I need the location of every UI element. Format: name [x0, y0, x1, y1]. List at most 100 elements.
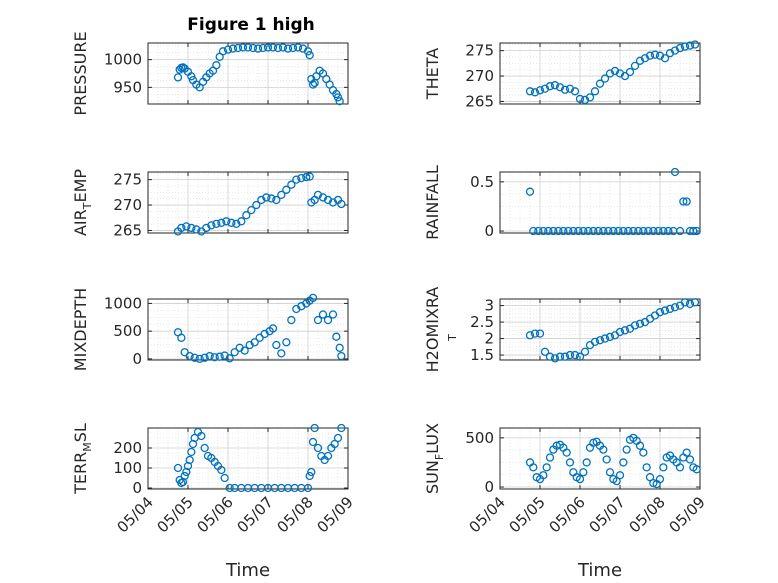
data-point: [232, 219, 241, 229]
data-point: [268, 43, 278, 52]
y-tick-label: 500: [113, 322, 142, 340]
data-point: [225, 483, 234, 493]
y-axis-label: MIXDEPTH: [71, 288, 90, 371]
subplot-6: 1.522.53 H2OMIXRA T: [423, 287, 701, 372]
y-axis-label: SUNFLUX: [423, 423, 446, 494]
data-point: [187, 223, 196, 233]
data-point: [313, 315, 323, 325]
data-point: [575, 352, 585, 361]
y-tick-label: 275: [465, 42, 494, 60]
subplot-2: 265 270 275 THETA: [423, 40, 701, 110]
data-point: [247, 205, 256, 215]
data-point: [599, 445, 608, 454]
data-point: [605, 69, 615, 78]
data-point: [675, 226, 685, 236]
data-point: [665, 304, 675, 314]
data-point: [197, 431, 206, 441]
data-point: [540, 347, 550, 356]
data-point: [655, 475, 665, 484]
axes-box: [147, 427, 349, 490]
data-point: [212, 61, 221, 70]
data-point: [205, 351, 214, 361]
y-axis-label: THETA: [423, 48, 442, 100]
subplot-5: 0 500 1000 MIXDEPTH: [71, 288, 349, 371]
data-point: [240, 346, 249, 355]
data-point: [303, 47, 313, 56]
data-point: [200, 443, 209, 453]
data-point: [337, 199, 346, 209]
data-point: [670, 303, 680, 312]
y-tick-label: 2.5: [470, 313, 494, 331]
data-point: [639, 226, 648, 236]
data-point: [564, 226, 573, 236]
data-point: [287, 180, 296, 189]
y-axis-label: TERRMSL: [71, 423, 94, 495]
data-point: [318, 310, 328, 319]
data-point: [675, 463, 685, 472]
data-point: [263, 43, 273, 52]
data-point: [630, 321, 640, 330]
data-point: [659, 226, 668, 236]
y-axis-label-part: SL: [71, 423, 90, 442]
data-point: [644, 226, 653, 236]
data-point: [217, 218, 226, 227]
data-point: [267, 194, 276, 203]
data-point: [180, 471, 189, 481]
data-point: [302, 172, 311, 182]
data-point: [655, 308, 665, 317]
data-point: [585, 93, 595, 102]
data-point: [238, 43, 248, 52]
data-point: [685, 299, 695, 309]
data-point: [562, 448, 571, 457]
data-point: [555, 83, 565, 92]
data-point: [273, 43, 283, 53]
data-point: [180, 348, 189, 357]
data-point: [539, 471, 548, 480]
data-point: [634, 226, 643, 236]
data-point: [689, 226, 698, 236]
data-point: [620, 71, 630, 81]
data-point: [182, 222, 191, 231]
y-axis-label-part: LUX: [423, 423, 442, 454]
data-point: [277, 190, 286, 200]
y-tick-label: 2: [484, 330, 494, 348]
data-point: [337, 351, 346, 361]
data-point: [222, 217, 231, 226]
data-point: [615, 69, 625, 78]
data-point: [333, 433, 343, 443]
data-point: [629, 226, 638, 236]
data-point: [333, 93, 343, 102]
data-point: [185, 455, 194, 465]
data-point: [545, 453, 555, 462]
y-tick-label: 200: [113, 439, 142, 457]
data-point: [554, 226, 563, 236]
data-point: [525, 331, 535, 340]
data-point: [242, 211, 251, 220]
y-axis-label-part: SUN: [423, 460, 442, 494]
data-point: [680, 42, 690, 51]
data-point: [540, 84, 550, 93]
data-point: [323, 195, 333, 205]
data-point: [682, 448, 691, 457]
axes-box: [147, 298, 349, 361]
data-point: [268, 324, 278, 333]
data-point: [178, 63, 188, 72]
data-point: [258, 43, 268, 53]
data-point: [177, 223, 186, 233]
data-point: [580, 347, 590, 356]
data-point: [237, 217, 246, 226]
y-tick-label: 265: [113, 221, 142, 239]
data-point: [282, 338, 291, 347]
data-point: [635, 441, 645, 450]
data-point: [262, 193, 271, 202]
data-point: [560, 352, 570, 361]
figure-title: Figure 1 high: [187, 15, 315, 35]
subplot-3: 265 270 275 AIRTEMP: [71, 169, 349, 239]
data-point: [550, 354, 560, 363]
data-point: [692, 465, 701, 474]
data-point: [660, 306, 670, 315]
x-axis-label: Time: [225, 560, 270, 581]
data-point: [328, 310, 338, 319]
data-point: [250, 338, 259, 347]
